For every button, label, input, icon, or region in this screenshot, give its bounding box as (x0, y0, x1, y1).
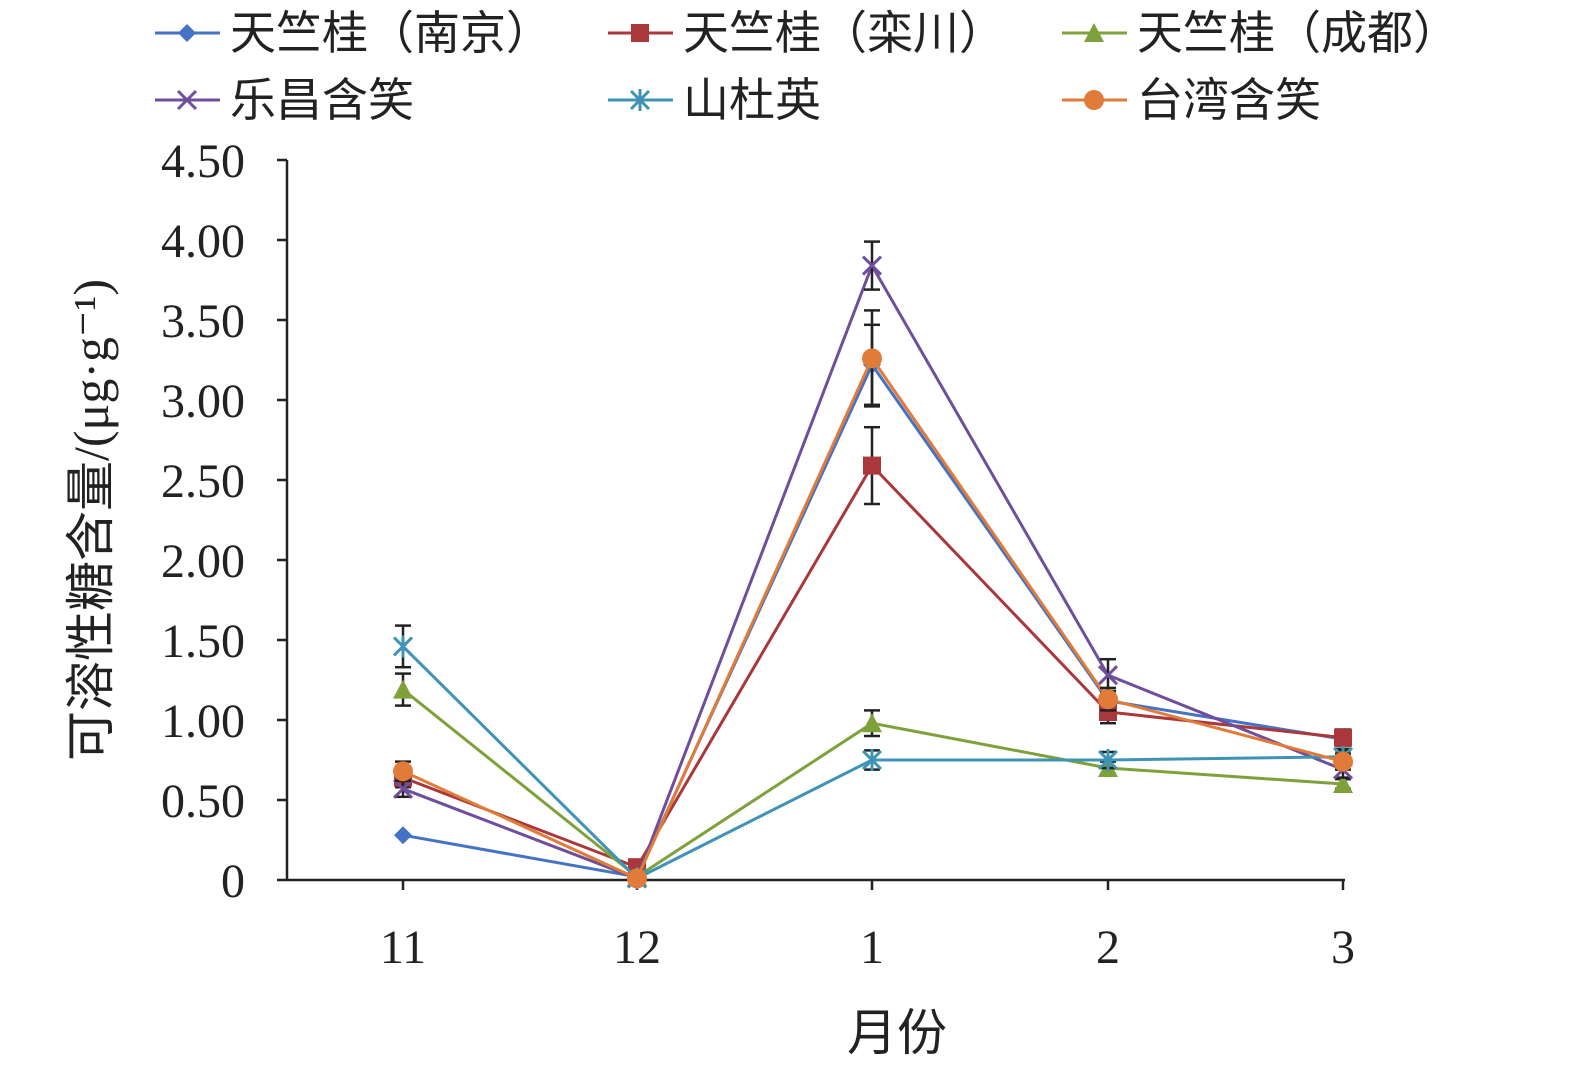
legend-label: 天竺桂（成都） (1137, 8, 1459, 59)
data-point (392, 635, 414, 658)
data-point (862, 348, 882, 369)
data-point (1333, 751, 1353, 772)
legend-label: 天竺桂（栾川） (683, 8, 1005, 59)
y-tick-label: 2.50 (161, 455, 245, 508)
data-point (861, 749, 883, 771)
legend-label: 天竺桂（南京） (230, 8, 552, 59)
x-tick-label: 12 (613, 921, 661, 974)
x-tick-label: 3 (1331, 921, 1355, 974)
y-tick-label: 4.00 (161, 215, 245, 268)
data-point (393, 761, 413, 782)
y-axis-title: 可溶性糖含量/(μg·g⁻¹) (63, 279, 119, 761)
legend: 天竺桂（南京） 天竺桂（栾川） 天竺桂（成都） 乐昌含笑 山杜英 台湾含笑 (155, 8, 1459, 126)
y-tick-label: 1.00 (161, 695, 245, 748)
y-tick-label: 2.00 (161, 535, 245, 588)
legend-item: 天竺桂（南京） (155, 8, 552, 59)
legend-marker (1084, 90, 1104, 110)
legend-marker (1084, 23, 1104, 42)
data-point (1334, 728, 1352, 747)
data-point (1333, 774, 1353, 793)
y-tick-label: 4.50 (161, 135, 245, 188)
data-point (393, 679, 413, 699)
data-point (392, 778, 414, 799)
legend-marker (631, 24, 649, 42)
data-point (1097, 749, 1119, 771)
data-point (862, 713, 882, 733)
series (394, 323, 1352, 886)
series (394, 425, 1352, 877)
legend-item: 乐昌含笑 (155, 75, 414, 126)
legend-label: 山杜英 (683, 75, 821, 126)
legend-item: 山杜英 (608, 75, 821, 126)
y-tick-label: 3.50 (161, 295, 245, 348)
x-axis-title: 月份 (847, 1005, 947, 1061)
x-tick-label: 11 (380, 921, 426, 974)
series (393, 309, 1353, 889)
series (392, 624, 1354, 890)
legend-label: 乐昌含笑 (230, 75, 414, 126)
y-tick-label: 0.50 (161, 775, 245, 828)
data-point (863, 456, 881, 475)
legend-label: 台湾含笑 (1137, 75, 1321, 126)
data-point (394, 826, 412, 845)
y-tick-label: 1.50 (161, 615, 245, 668)
data-point (627, 868, 647, 889)
legend-marker (176, 89, 198, 111)
legend-item: 天竺桂（成都） (1062, 8, 1459, 59)
series-layer (392, 240, 1354, 890)
x-tick-label: 1 (860, 921, 884, 974)
x-tick-label: 2 (1096, 921, 1120, 974)
legend-marker (629, 89, 651, 111)
legend-item: 天竺桂（栾川） (608, 8, 1005, 59)
y-tick-label: 0 (221, 855, 245, 908)
legend-item: 台湾含笑 (1062, 75, 1321, 126)
legend-marker (178, 24, 196, 42)
data-point (1098, 689, 1118, 710)
series-line (402, 463, 1344, 870)
data-point (861, 255, 883, 276)
data-point (1097, 665, 1119, 686)
axes (285, 160, 1345, 882)
y-tick-label: 3.00 (161, 375, 245, 428)
